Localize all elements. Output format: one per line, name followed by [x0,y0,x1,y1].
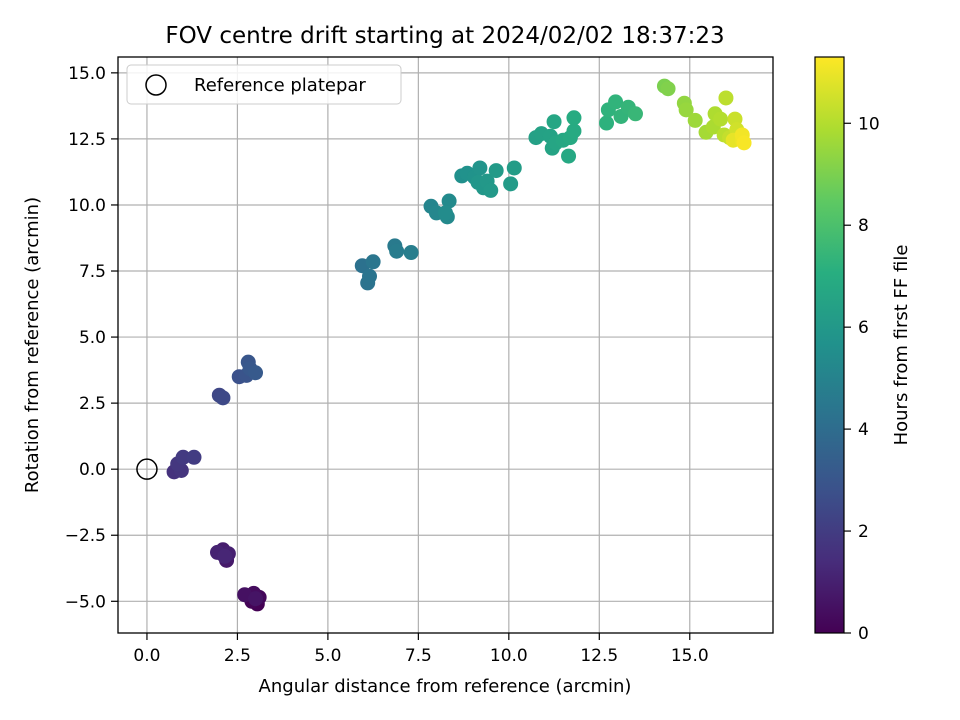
y-tick-label: 2.5 [79,394,106,414]
y-tick-label: −2.5 [65,526,106,546]
y-tick-label: 12.5 [68,130,106,150]
data-point [687,112,703,128]
y-tick-label: −5.0 [65,592,106,612]
data-point [483,182,499,198]
data-point [248,365,264,381]
data-point [627,106,643,122]
colorbar-tick-label: 0 [858,624,869,644]
y-ticks: −5.0 −2.5 0.0 2.5 5.0 7.5 10.0 12.5 15.0 [65,64,118,612]
data-point [362,268,378,284]
x-tick-label: 12.5 [580,646,618,666]
x-tick-label: 15.0 [671,646,709,666]
reference-platepar-marker [136,458,158,480]
colorbar-label: Hours from first FF file [891,245,912,446]
data-point [718,90,734,106]
data-point [215,390,231,406]
data-point [175,449,191,465]
data-point [713,111,729,127]
data-point [660,81,676,97]
data-point [566,110,582,126]
data-point [546,114,562,130]
data-point [506,160,522,176]
data-point [441,193,457,209]
data-point [365,254,381,270]
y-tick-label: 10.0 [68,196,106,216]
data-point [503,176,519,192]
x-tick-label: 5.0 [314,646,341,666]
y-tick-label: 15.0 [68,64,106,84]
data-point [248,591,264,607]
data-point [186,449,202,465]
colorbar-tick-label: 6 [858,318,869,338]
y-tick-label: 7.5 [79,262,106,282]
y-tick-label: 5.0 [79,328,106,348]
x-axis-label: Angular distance from reference (arcmin) [259,676,632,697]
data-point [608,94,624,110]
data-point [488,163,504,179]
x-tick-label: 7.5 [405,646,432,666]
data-points [166,78,752,612]
data-point [561,148,577,164]
colorbar-tick-label: 10 [858,114,880,134]
data-point [217,548,233,564]
colorbar: 0 2 4 6 8 10 Hours from first FF file [814,56,912,644]
colorbar-tick-label: 8 [858,216,869,236]
data-point [678,102,694,118]
x-tick-label: 2.5 [224,646,251,666]
legend: Reference platepar [126,64,402,105]
legend-reference-icon [145,74,167,96]
x-tick-label: 10.0 [490,646,528,666]
y-tick-label: 0.0 [79,460,106,480]
data-point [599,115,615,131]
x-tick-label: 0.0 [133,646,160,666]
x-ticks: 0.0 2.5 5.0 7.5 10.0 12.5 15.0 [133,633,709,666]
data-point [566,123,582,139]
data-point [736,135,752,151]
plot-frame [117,56,774,634]
data-point [403,245,419,261]
data-point [472,160,488,176]
chart-title: FOV centre drift starting at 2024/02/02 … [165,23,724,49]
colorbar-tick-label: 2 [858,522,869,542]
legend-label: Reference platepar [194,75,366,96]
data-point [438,205,453,221]
colorbar-gradient [814,56,845,634]
y-axis-label: Rotation from reference (arcmin) [22,197,43,493]
colorbar-tick-label: 4 [858,420,869,440]
data-point [389,243,405,259]
